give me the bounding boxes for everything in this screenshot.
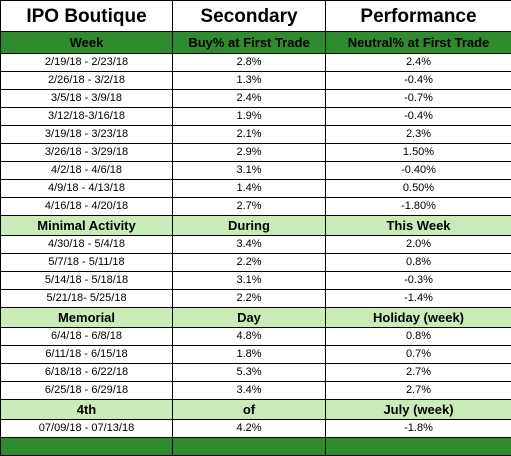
buy-cell: 2.1% [173, 126, 326, 144]
week-cell: 4/9/18 - 4/13/18 [1, 180, 173, 198]
week-cell: 4/2/18 - 4/6/18 [1, 162, 173, 180]
neutral-cell: 2.4% [326, 54, 511, 72]
week-cell: 2/26/18 - 3/2/18 [1, 72, 173, 90]
neutral-cell [326, 438, 511, 456]
week-cell: Memorial [1, 308, 173, 328]
buy-cell: 1.3% [173, 72, 326, 90]
neutral-cell: 2.7% [326, 382, 511, 400]
neutral-cell: -1.4% [326, 290, 511, 308]
week-cell: 3/5/18 - 3/9/18 [1, 90, 173, 108]
buy-cell: 3.1% [173, 162, 326, 180]
week-cell: 5/14/18 - 5/18/18 [1, 272, 173, 290]
neutral-cell: July (week) [326, 400, 511, 420]
buy-cell: 2.9% [173, 144, 326, 162]
title-row: IPO Boutique Secondary Performance [1, 1, 511, 32]
week-cell: 6/11/18 - 6/15/18 [1, 346, 173, 364]
week-cell: 4/16/18 - 4/20/18 [1, 198, 173, 216]
buy-cell: 2.8% [173, 54, 326, 72]
column-header-week: Week [1, 32, 173, 54]
neutral-cell: 0.8% [326, 328, 511, 346]
week-cell: 3/26/18 - 3/29/18 [1, 144, 173, 162]
week-cell: 3/19/18 - 3/23/18 [1, 126, 173, 144]
week-cell: 2/19/18 - 2/23/18 [1, 54, 173, 72]
column-header-buy: Buy% at First Trade [173, 32, 326, 54]
column-header-neutral: Neutral% at First Trade [326, 32, 511, 54]
week-cell: 3/12/18-3/16/18 [1, 108, 173, 126]
neutral-cell: 0.50% [326, 180, 511, 198]
week-cell: Minimal Activity [1, 216, 173, 236]
neutral-cell: -1.80% [326, 198, 511, 216]
neutral-cell: 0.8% [326, 254, 511, 272]
week-cell: 07/09/18 - 07/13/18 [1, 420, 173, 438]
buy-cell: 3.4% [173, 236, 326, 254]
week-cell: 4th [1, 400, 173, 420]
column-header-row: Week Buy% at First Trade Neutral% at Fir… [1, 32, 511, 54]
neutral-cell: Holiday (week) [326, 308, 511, 328]
buy-cell: 1.4% [173, 180, 326, 198]
buy-cell: of [173, 400, 326, 420]
week-cell: 4/30/18 - 5/4/18 [1, 236, 173, 254]
buy-cell: 2.2% [173, 254, 326, 272]
title-cell-source: IPO Boutique [1, 1, 173, 32]
buy-cell: 3.1% [173, 272, 326, 290]
neutral-cell: 0.7% [326, 346, 511, 364]
buy-cell: 4.8% [173, 328, 326, 346]
neutral-cell: 2.0% [326, 236, 511, 254]
neutral-cell: -1.8% [326, 420, 511, 438]
neutral-cell: -0.40% [326, 162, 511, 180]
buy-cell: 2.4% [173, 90, 326, 108]
buy-cell [173, 438, 326, 456]
buy-cell: 1.9% [173, 108, 326, 126]
buy-cell: 5.3% [173, 364, 326, 382]
neutral-cell: 2.3% [326, 126, 511, 144]
week-cell: 6/25/18 - 6/29/18 [1, 382, 173, 400]
neutral-cell: 1.50% [326, 144, 511, 162]
week-cell: 5/7/18 - 5/11/18 [1, 254, 173, 272]
week-cell: 5/21/18- 5/25/18 [1, 290, 173, 308]
neutral-cell: -0.4% [326, 72, 511, 90]
buy-cell: Day [173, 308, 326, 328]
footer-row [1, 438, 511, 456]
neutral-cell: 2.7% [326, 364, 511, 382]
buy-cell: 4.2% [173, 420, 326, 438]
buy-cell: 2.2% [173, 290, 326, 308]
buy-cell: During [173, 216, 326, 236]
neutral-cell: -0.3% [326, 272, 511, 290]
buy-cell: 3.4% [173, 382, 326, 400]
buy-cell: 2.7% [173, 198, 326, 216]
neutral-cell: -0.7% [326, 90, 511, 108]
week-cell [1, 438, 173, 456]
buy-cell: 1.8% [173, 346, 326, 364]
title-cell-performance: Performance [326, 1, 511, 32]
week-cell: 6/4/18 - 6/8/18 [1, 328, 173, 346]
neutral-cell: -0.4% [326, 108, 511, 126]
title-cell-secondary: Secondary [173, 1, 326, 32]
week-cell: 6/18/18 - 6/22/18 [1, 364, 173, 382]
neutral-cell: This Week [326, 216, 511, 236]
